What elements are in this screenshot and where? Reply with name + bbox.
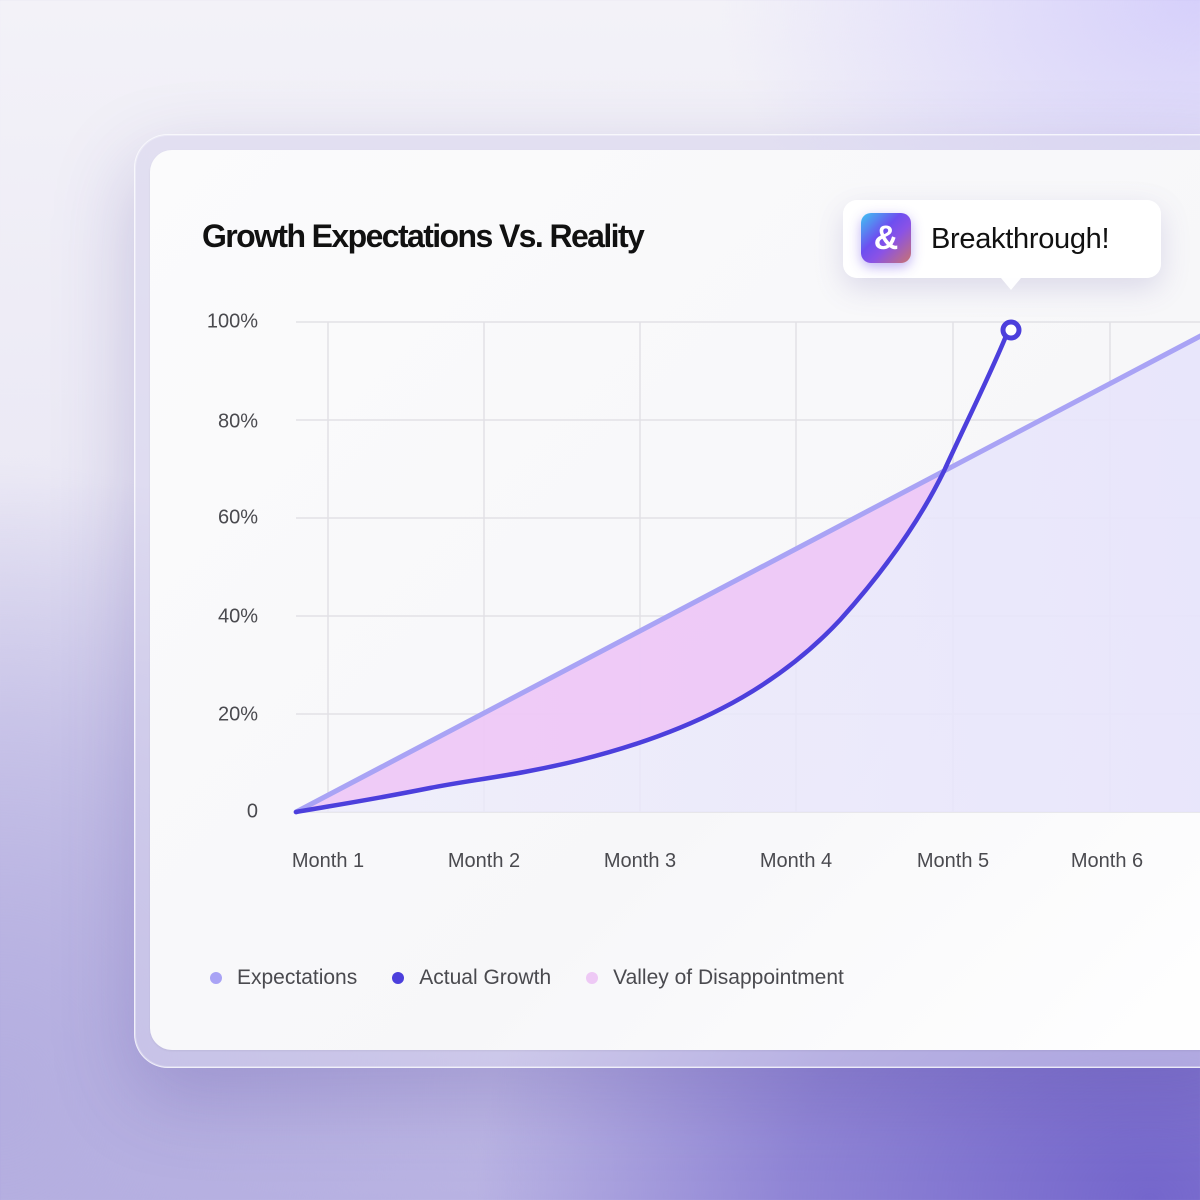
chart-legend: Expectations Actual Growth Valley of Dis… (210, 966, 879, 990)
y-tick-label: 40% (217, 605, 258, 628)
chart-title: Growth Expectations Vs. Reality (202, 218, 645, 254)
x-tick-label: Month 4 (759, 850, 833, 872)
legend-item-valley-of-disappointment[interactable]: Valley of Disappointment (586, 966, 844, 990)
chart-plot (293, 319, 1200, 815)
legend-dot-icon (392, 972, 405, 984)
ampersand-logo-icon: & (861, 213, 911, 263)
legend-item-actual-growth[interactable]: Actual Growth (392, 966, 551, 990)
x-tick-label: Month 5 (916, 850, 990, 872)
actual-growth-line (293, 333, 1009, 815)
legend-label: Expectations (237, 966, 358, 989)
x-tick-label: Month 3 (603, 850, 677, 872)
x-tick-label: Month 1 (291, 850, 365, 872)
legend-dot-icon (210, 972, 222, 984)
legend-item-expectations[interactable]: Expectations (210, 966, 357, 990)
legend-label: Valley of Disappointment (613, 966, 844, 989)
y-tick-label: 60% (217, 506, 258, 529)
breakthrough-marker (1000, 319, 1022, 341)
legend-label: Actual Growth (419, 966, 552, 989)
y-tick-label: 100% (206, 310, 258, 333)
legend-dot-icon (586, 972, 599, 984)
y-tick-label: 80% (217, 410, 258, 433)
breakthrough-tooltip: & Breakthrough! (843, 200, 1161, 290)
y-tick-label: 0 (246, 800, 258, 823)
expectations-line (293, 333, 1200, 815)
x-tick-label: Month 6 (1070, 850, 1144, 872)
y-tick-label: 20% (217, 703, 258, 726)
chart-card: Growth Expectations Vs. Reality (150, 150, 1200, 1050)
x-tick-label: Month 2 (447, 850, 521, 872)
tooltip-text: Breakthrough! (931, 223, 1110, 255)
